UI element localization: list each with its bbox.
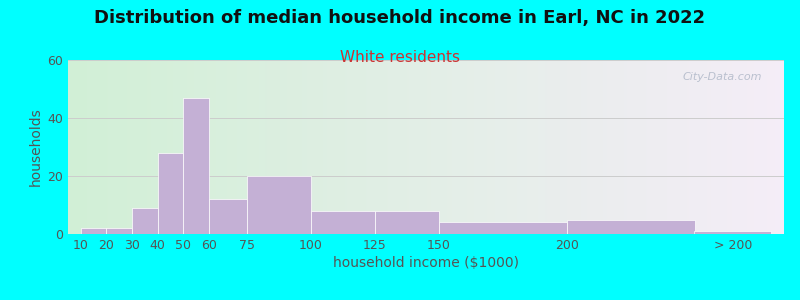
- Y-axis label: households: households: [29, 108, 43, 186]
- Bar: [81, 228, 106, 234]
- Bar: [247, 176, 311, 234]
- Bar: [209, 199, 247, 234]
- Bar: [106, 228, 132, 234]
- Bar: [158, 153, 183, 234]
- X-axis label: household income ($1000): household income ($1000): [333, 256, 519, 270]
- Text: City-Data.com: City-Data.com: [683, 72, 762, 82]
- Bar: [132, 208, 158, 234]
- Bar: [183, 98, 209, 234]
- Bar: [566, 220, 694, 234]
- Bar: [375, 211, 438, 234]
- Text: White residents: White residents: [340, 50, 460, 64]
- Bar: [694, 231, 771, 234]
- Text: Distribution of median household income in Earl, NC in 2022: Distribution of median household income …: [94, 9, 706, 27]
- Bar: [311, 211, 375, 234]
- Bar: [438, 222, 566, 234]
